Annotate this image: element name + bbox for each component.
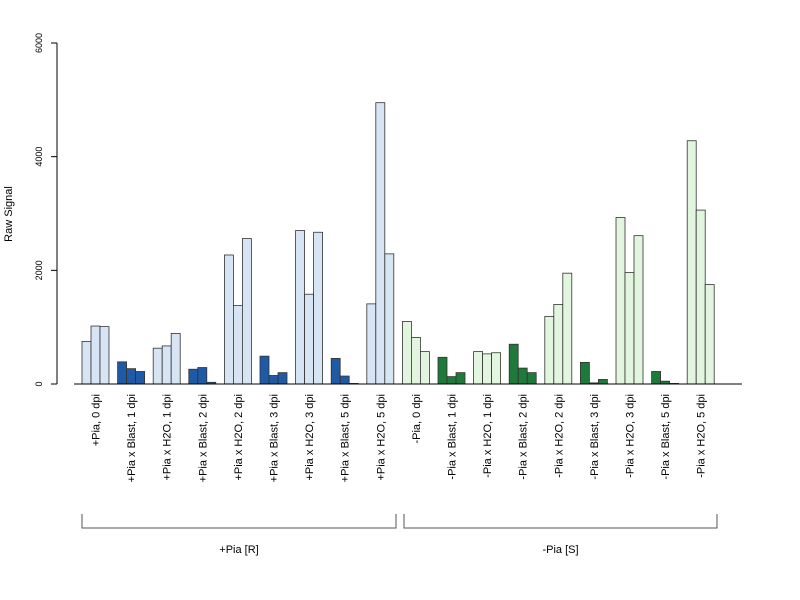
category-label: +Pia x H2O, 1 dpi bbox=[162, 394, 174, 481]
bar bbox=[651, 371, 661, 385]
category-label: +Pia x Blast, 1 dpi bbox=[126, 394, 138, 482]
bar bbox=[259, 355, 270, 385]
bar bbox=[482, 353, 493, 385]
y-tick-label: 2000 bbox=[34, 260, 44, 280]
bar bbox=[366, 303, 377, 385]
bar bbox=[99, 326, 110, 385]
category-label: -Pia x H2O, 2 dpi bbox=[553, 394, 565, 478]
bar bbox=[384, 253, 395, 385]
category-label: -Pia x Blast, 1 dpi bbox=[447, 394, 459, 480]
bar bbox=[232, 305, 243, 385]
bar bbox=[117, 361, 127, 385]
bar bbox=[455, 372, 466, 385]
bar bbox=[375, 102, 386, 385]
category-label: +Pia x H2O, 3 dpi bbox=[304, 394, 316, 481]
bar bbox=[580, 362, 590, 385]
group-label: -Pia [S] bbox=[542, 544, 578, 556]
bar bbox=[268, 375, 279, 385]
y-axis: 0 2000 4000 6000 bbox=[34, 33, 58, 387]
bar bbox=[241, 238, 252, 385]
y-tick-label: 4000 bbox=[34, 147, 44, 167]
y-tick-label: 0 bbox=[34, 381, 44, 386]
bar bbox=[81, 340, 92, 385]
bar bbox=[562, 272, 573, 385]
category-label: +Pia x H2O, 2 dpi bbox=[233, 394, 245, 481]
bar bbox=[633, 235, 644, 385]
bar bbox=[491, 352, 502, 385]
bar bbox=[615, 217, 626, 385]
category-label: +Pia x Blast, 5 dpi bbox=[340, 394, 352, 482]
group-brackets: +Pia [R] -Pia [S] bbox=[81, 514, 718, 556]
bar bbox=[126, 368, 136, 385]
category-label: -Pia x Blast, 2 dpi bbox=[518, 394, 530, 480]
bar bbox=[624, 272, 635, 385]
group-label: +Pia [R] bbox=[219, 544, 258, 556]
bar bbox=[695, 209, 706, 385]
bar bbox=[188, 368, 199, 385]
y-tick-label: 6000 bbox=[34, 33, 44, 53]
bar bbox=[152, 347, 163, 385]
bar bbox=[419, 351, 430, 385]
bar bbox=[277, 372, 288, 385]
category-label: +Pia x Blast, 2 dpi bbox=[197, 394, 209, 482]
group-bracket bbox=[403, 514, 718, 529]
y-axis-title: Raw Signal bbox=[3, 186, 15, 242]
category-label: -Pia, 0 dpi bbox=[411, 394, 423, 444]
bar bbox=[704, 284, 715, 385]
bar bbox=[473, 351, 484, 385]
bar bbox=[135, 371, 146, 385]
bar bbox=[437, 356, 448, 385]
category-label: -Pia x H2O, 5 dpi bbox=[696, 394, 708, 478]
bar bbox=[508, 343, 519, 385]
category-label: -Pia x H2O, 1 dpi bbox=[482, 394, 494, 478]
bar bbox=[517, 367, 528, 385]
bar bbox=[401, 321, 412, 385]
bars bbox=[81, 102, 715, 385]
bar bbox=[339, 375, 350, 385]
bar bbox=[90, 325, 101, 385]
bar bbox=[223, 254, 234, 385]
category-label: -Pia x Blast, 5 dpi bbox=[660, 394, 672, 480]
bar bbox=[330, 358, 341, 385]
bar bbox=[197, 367, 208, 385]
bar bbox=[304, 293, 315, 385]
category-labels: +Pia, 0 dpi +Pia x Blast, 1 dpi +Pia x H2O… bbox=[91, 394, 708, 482]
bar bbox=[544, 315, 555, 385]
bar bbox=[313, 231, 324, 385]
category-label: +Pia x Blast, 3 dpi bbox=[269, 394, 281, 482]
bar bbox=[446, 376, 457, 385]
category-label: -Pia x Blast, 3 dpi bbox=[589, 394, 601, 480]
category-label: +Pia x H2O, 5 dpi bbox=[375, 394, 387, 481]
bar bbox=[295, 230, 306, 385]
bar bbox=[686, 140, 697, 385]
bar bbox=[553, 304, 564, 385]
bar bbox=[170, 333, 181, 385]
category-label: +Pia, 0 dpi bbox=[91, 394, 103, 446]
category-label: -Pia x H2O, 3 dpi bbox=[625, 394, 637, 478]
bar bbox=[161, 345, 172, 385]
bar bbox=[598, 379, 608, 385]
group-bracket bbox=[81, 514, 397, 529]
bar bbox=[526, 372, 537, 385]
bar bbox=[410, 336, 421, 385]
